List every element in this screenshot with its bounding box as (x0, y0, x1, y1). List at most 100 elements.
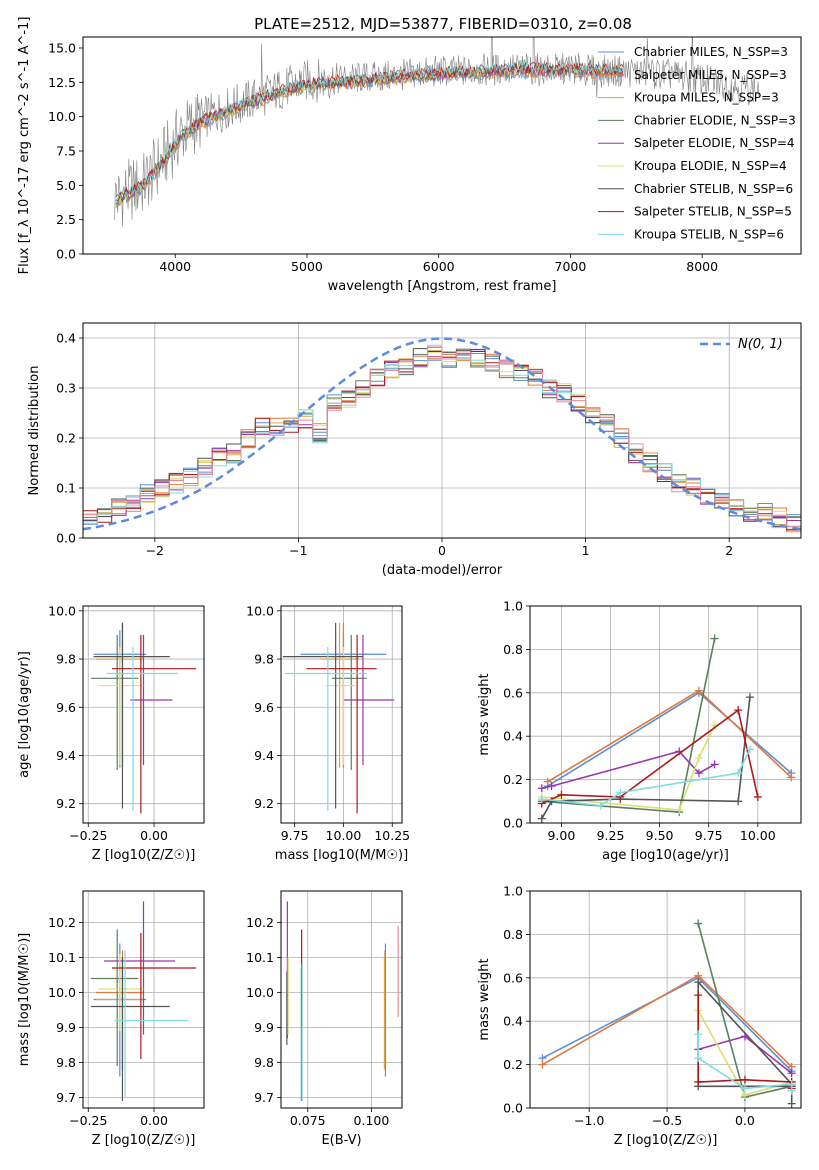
x-tick-label: 1 (582, 543, 590, 558)
y-tick-label: 0.4 (503, 1014, 523, 1029)
weight-marker (787, 1099, 796, 1108)
y-axis-label: Normed distribution (27, 366, 42, 496)
y-tick-label: 0.8 (503, 927, 523, 942)
y-tick-label: 0.8 (503, 642, 523, 657)
weight-marker (616, 788, 625, 797)
y-tick-label: 15.0 (48, 40, 76, 55)
weight-marker (753, 792, 762, 801)
weight-line (541, 697, 751, 820)
x-tick-label: −0.25 (69, 1113, 107, 1128)
weight-marker (787, 773, 796, 782)
weight-marker (694, 1077, 703, 1086)
spectrum-legend: Chabrier MILES, N_SSP=3 Salpeter MILES, N… (598, 45, 796, 241)
weight-marker (538, 1060, 547, 1069)
legend-label: Salpeter MILES, N_SSP=3 (634, 68, 787, 82)
y-tick-label: 10.1 (48, 950, 76, 965)
x-tick-label: 0.0 (735, 1113, 755, 1128)
x-tick-label: 6000 (423, 259, 455, 274)
weight-marker (745, 745, 754, 754)
x-tick-label: 10.25 (374, 828, 410, 843)
x-tick-label: 10.00 (740, 828, 776, 843)
x-axis-label: age [log10(age/yr)] (602, 848, 729, 863)
x-axis-label: (data-model)/error (382, 563, 503, 578)
weight-marker (745, 693, 754, 702)
model-spectrum-line (115, 64, 624, 207)
x-tick-label: 0.075 (290, 1113, 326, 1128)
y-tick-label: 0.0 (503, 1101, 523, 1116)
model-spectrum-line (115, 61, 624, 202)
x-tick-label: 5000 (291, 259, 323, 274)
x-tick-label: 0 (438, 543, 446, 558)
weight-marker (694, 978, 703, 987)
y-tick-label: 10.0 (246, 603, 274, 618)
weight-marker (710, 634, 719, 643)
weight-marker (694, 753, 703, 762)
y-tick-label: 0.0 (503, 816, 523, 831)
y-tick-label: 1.0 (503, 599, 523, 614)
y-tick-label: 9.8 (56, 652, 76, 667)
x-axis-label: E(B-V) (321, 1133, 361, 1148)
plot-area (282, 622, 395, 814)
y-axis-label: mass weight (477, 673, 492, 755)
x-tick-label: 9.25 (597, 828, 625, 843)
weight-marker (787, 1086, 796, 1095)
y-tick-label: 7.5 (56, 143, 76, 158)
legend-label: Kroupa MILES, N_SSP=3 (634, 91, 779, 105)
y-tick-label: 0.0 (56, 247, 76, 262)
weight-marker (734, 797, 743, 806)
weight-marker (694, 769, 703, 778)
y-tick-label: 9.7 (56, 1090, 76, 1105)
weight-marker (787, 1069, 796, 1078)
y-tick-label: 10.2 (48, 915, 76, 930)
x-axis-label: Z [log10(Z/Z☉)] (614, 1133, 718, 1148)
legend-label: Chabrier MILES, N_SSP=3 (634, 45, 788, 59)
plot-weight-vs-Z: −1.0 −0.5 0.0 0.0 0.2 0.4 0.6 0.8 1.0 Z [log10(Z/… (477, 884, 802, 1148)
y-tick-label: 0.6 (503, 685, 523, 700)
y-tick-label: 0.4 (503, 729, 523, 744)
axes-frame (82, 605, 205, 824)
axes-frame (280, 890, 403, 1109)
weight-marker (694, 1054, 703, 1063)
residual-histogram (83, 346, 801, 528)
plot-age-vs-Z: −0.25 0.00 9.2 9.4 9.6 9.8 10.0 Z [log10(Z/Z☉)]… (17, 603, 205, 863)
figure-title: PLATE=2512, MJD=53877, FIBERID=0310, z=0… (254, 15, 632, 33)
weight-marker (537, 795, 546, 804)
x-tick-label: 4000 (159, 259, 191, 274)
y-tick-label: 9.2 (254, 796, 274, 811)
legend-label: Kroupa STELIB, N_SSP=6 (634, 227, 784, 241)
legend-label: Salpeter STELIB, N_SSP=5 (634, 205, 792, 219)
weight-marker (596, 801, 605, 810)
y-tick-label: 9.9 (254, 1020, 274, 1035)
x-axis-label: wavelength [Angstrom, rest frame] (328, 279, 557, 294)
y-tick-label: 9.8 (254, 1055, 274, 1070)
legend-label: Chabrier STELIB, N_SSP=6 (634, 182, 793, 196)
residual-histogram (83, 344, 801, 529)
y-tick-label: 5.0 (56, 178, 76, 193)
legend-label: Chabrier ELODIE, N_SSP=3 (634, 113, 796, 127)
plot-age-vs-mass: 9.75 10.00 10.25 9.2 9.4 9.6 9.8 10.0 mass [log1… (246, 603, 410, 863)
plot-weight-vs-age: 9.00 9.25 9.50 9.75 10.00 0.0 0.2 0.4 0.6 0.8 1.0 a… (477, 599, 802, 863)
plot-mass-vs-ebv: 0.075 0.100 9.7 9.8 9.9 10.0 10.1 10.2 E(B-V) (246, 890, 403, 1148)
y-tick-label: 9.8 (254, 652, 274, 667)
plot-area (537, 634, 796, 823)
y-tick-label: 10.0 (48, 109, 76, 124)
weight-marker (734, 706, 743, 715)
axes-frame (82, 36, 802, 255)
y-tick-label: 9.6 (254, 700, 274, 715)
weight-marker (740, 1075, 749, 1084)
y-tick-label: 9.9 (56, 1020, 76, 1035)
y-tick-label: 9.4 (56, 748, 76, 763)
y-tick-label: 9.7 (254, 1090, 274, 1105)
weight-line (541, 708, 759, 805)
plot-residuals: −2 −1 0 1 2 0.0 0.1 0.2 0.3 0.4 (data-model)/error… (27, 322, 802, 578)
weight-marker (537, 814, 546, 823)
x-tick-label: 0.00 (140, 828, 168, 843)
x-tick-label: −1 (289, 543, 307, 558)
x-tick-label: −0.25 (69, 828, 107, 843)
y-tick-label: 10.0 (48, 603, 76, 618)
axes-frame (82, 322, 802, 539)
y-tick-label: 9.4 (254, 748, 274, 763)
x-axis-label: mass [log10(M/M☉)] (275, 848, 408, 863)
x-tick-label: −1.0 (574, 1113, 604, 1128)
